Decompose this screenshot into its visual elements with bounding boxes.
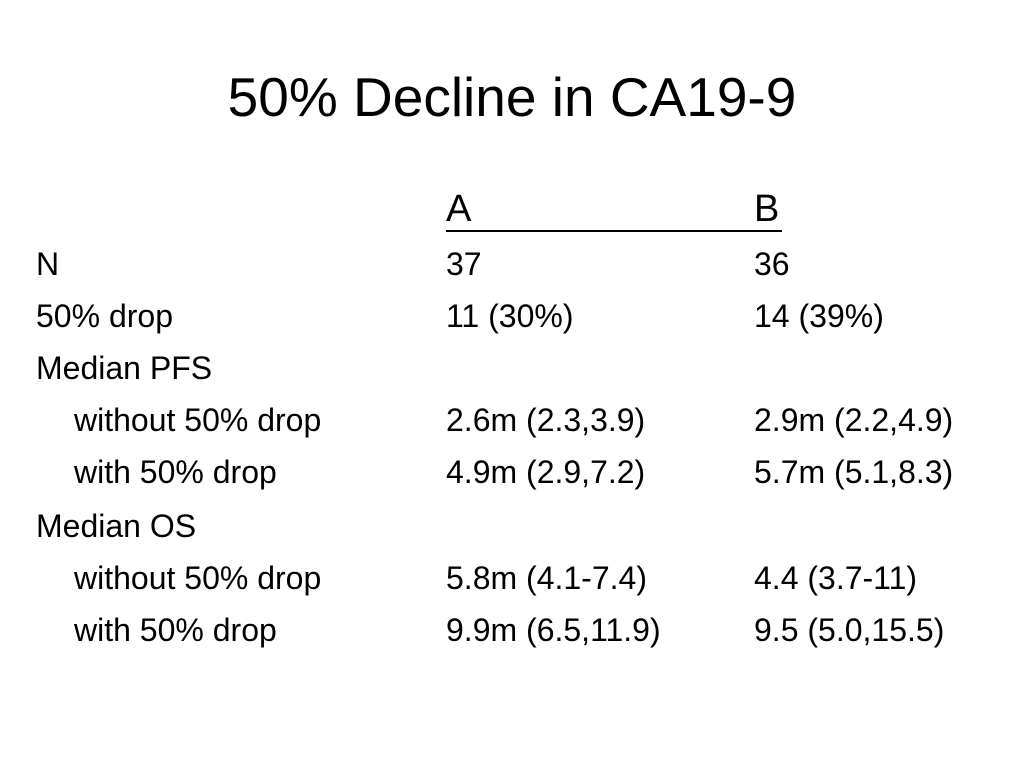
row-label: with 50% drop — [74, 612, 277, 648]
row-value-a: 9.9m (6.5,11.9) — [446, 612, 661, 648]
row-label: without 50% drop — [74, 560, 322, 596]
row-value-a: 4.9m (2.9,7.2) — [446, 454, 646, 490]
column-header-b: B — [754, 188, 780, 230]
row-value-a: 2.6m (2.3,3.9) — [446, 402, 646, 438]
row-label: without 50% drop — [74, 402, 322, 438]
row-value-a: 11 (30%) — [446, 298, 574, 334]
row-value-b: 36 — [754, 246, 790, 282]
row-label: N — [36, 246, 60, 282]
header-underline — [446, 230, 782, 232]
row-value-b: 5.7m (5.1,8.3) — [754, 454, 954, 490]
row-value-a: 37 — [446, 246, 482, 282]
row-label: 50% drop — [36, 298, 173, 334]
row-value-b: 2.9m (2.2,4.9) — [754, 402, 954, 438]
section-label: Median PFS — [36, 350, 213, 386]
column-header-a: A — [446, 188, 472, 230]
slide-title: 50% Decline in CA19-9 — [227, 66, 797, 128]
row-label: with 50% drop — [74, 454, 277, 490]
row-value-a: 5.8m (4.1-7.4) — [446, 560, 647, 596]
section-label: Median OS — [36, 508, 197, 544]
row-value-b: 4.4 (3.7-11) — [754, 560, 918, 596]
row-value-b: 9.5 (5.0,15.5) — [754, 612, 945, 648]
row-value-b: 14 (39%) — [754, 298, 884, 334]
